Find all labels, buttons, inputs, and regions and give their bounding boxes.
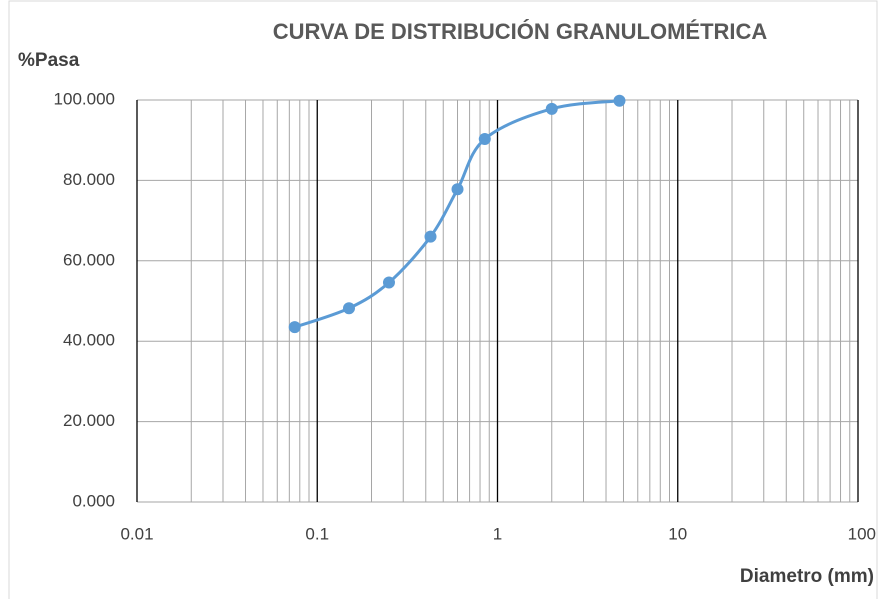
y-tick-label: 20.000 (63, 411, 115, 430)
y-tick-label: 100.000 (54, 89, 115, 108)
chart-title: CURVA DE DISTRIBUCIÓN GRANULOMÉTRICA (273, 19, 768, 44)
x-tick-label: 0.01 (120, 524, 153, 543)
data-point (382, 276, 395, 289)
data-point (342, 302, 355, 315)
y-tick-label: 60.000 (63, 250, 115, 269)
data-point (478, 132, 491, 145)
y-axis-title: %Pasa (18, 50, 80, 71)
data-point (545, 102, 558, 115)
data-point (613, 94, 626, 107)
chart-border (8, 0, 878, 599)
data-point (424, 230, 437, 243)
x-tick-label: 100 (848, 524, 876, 543)
data-point (288, 321, 301, 334)
x-tick-label: 0.1 (305, 524, 329, 543)
x-tick-label: 10 (668, 524, 687, 543)
y-tick-label: 80.000 (63, 170, 115, 189)
data-point (451, 183, 464, 196)
y-tick-label: 40.000 (63, 331, 115, 350)
x-tick-label: 1 (493, 524, 502, 543)
y-tick-label: 0.000 (72, 491, 115, 510)
x-axis-title: Diametro (mm) (740, 566, 874, 587)
